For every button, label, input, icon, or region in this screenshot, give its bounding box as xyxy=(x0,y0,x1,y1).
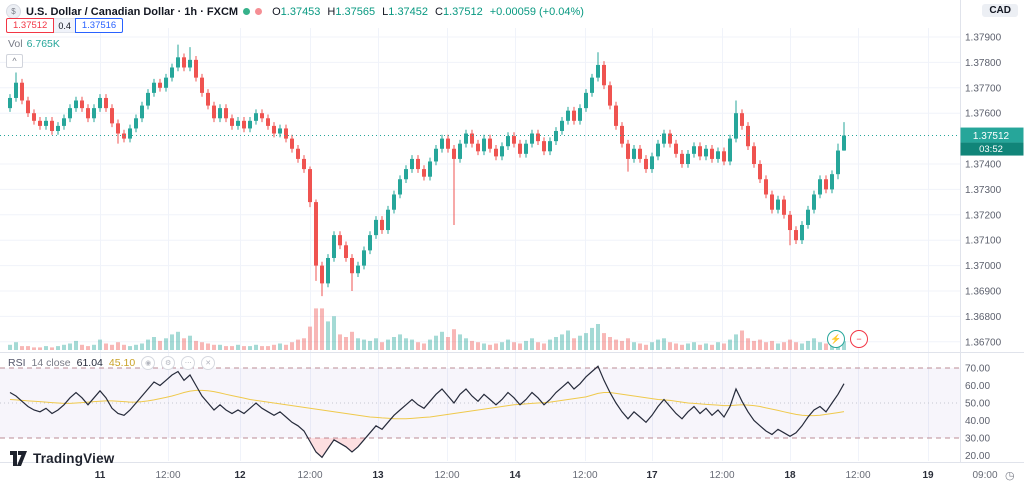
sell-button[interactable]: 1.37512 xyxy=(6,18,55,33)
svg-text:12:00: 12:00 xyxy=(709,470,734,481)
ohlc-values: O 1.37453 H 1.37565 L 1.37452 C 1.37512 +0.0… xyxy=(272,6,584,18)
close-icon[interactable]: ✕ xyxy=(201,356,216,370)
svg-text:12:00: 12:00 xyxy=(434,470,459,481)
svg-text:13: 13 xyxy=(372,470,384,481)
close-label: C xyxy=(435,5,443,18)
svg-text:30.00: 30.00 xyxy=(965,434,990,445)
svg-text:20.00: 20.00 xyxy=(965,451,990,462)
more-icon[interactable]: ⋯ xyxy=(181,356,196,370)
trade-buttons: 1.37512 0.4 1.37516 xyxy=(6,18,124,33)
rsi-value: 61.04 xyxy=(76,357,103,369)
svg-text:1.37800: 1.37800 xyxy=(965,58,1002,69)
collapse-legend-button[interactable]: ^ xyxy=(6,54,23,68)
svg-text:1.37700: 1.37700 xyxy=(965,83,1002,94)
svg-text:1.36900: 1.36900 xyxy=(965,287,1002,298)
svg-text:50.00: 50.00 xyxy=(965,399,990,410)
svg-text:12:00: 12:00 xyxy=(155,470,180,481)
svg-text:1.37600: 1.37600 xyxy=(965,109,1002,120)
svg-text:1.37200: 1.37200 xyxy=(965,210,1002,221)
svg-text:12:00: 12:00 xyxy=(845,470,870,481)
volume-value: 6.765K xyxy=(26,38,60,50)
svg-text:17: 17 xyxy=(646,470,658,481)
market-status-green-icon xyxy=(243,8,251,15)
candles-layer xyxy=(0,44,960,297)
volume-layer xyxy=(8,308,846,350)
tradingview-logo-text: TradingView xyxy=(33,451,115,466)
close-value: 1.37512 xyxy=(442,5,483,18)
svg-text:12:00: 12:00 xyxy=(572,470,597,481)
svg-text:14: 14 xyxy=(509,470,521,481)
stop-icon[interactable]: − xyxy=(850,330,868,348)
svg-text:70.00: 70.00 xyxy=(965,364,990,375)
svg-text:1.37000: 1.37000 xyxy=(965,261,1002,272)
gear-icon[interactable]: ⚙ xyxy=(161,356,176,370)
rsi-params: 14 close xyxy=(31,357,71,369)
quote-currency-badge[interactable]: CAD xyxy=(982,4,1018,17)
svg-text:1.36800: 1.36800 xyxy=(965,312,1002,323)
tradingview-logo[interactable]: TradingView xyxy=(10,451,114,466)
tradingview-mark-icon xyxy=(10,451,27,466)
svg-text:1.37400: 1.37400 xyxy=(965,160,1002,171)
time-axis: 11 12:00 12 12:00 13 12:00 14 12:00 17 12:00 18 12:… xyxy=(95,470,998,481)
open-value: 1.37453 xyxy=(280,5,321,18)
low-label: L xyxy=(382,5,389,18)
symbol-icon: $ xyxy=(6,4,21,19)
svg-text:12:00: 12:00 xyxy=(297,470,322,481)
svg-text:03:52: 03:52 xyxy=(979,144,1003,155)
svg-text:1.36700: 1.36700 xyxy=(965,337,1002,348)
svg-text:1.37900: 1.37900 xyxy=(965,33,1002,44)
chart-legend: $ U.S. Dollar / Canadian Dollar · 1h · F… xyxy=(6,4,584,19)
lightning-icon[interactable]: ⚡ xyxy=(827,330,845,348)
rsi-legend: RSI 14 close 61.04 45.10 ◉ ⚙ ⋯ ✕ xyxy=(8,356,216,370)
chevron-up-icon: ^ xyxy=(12,55,17,66)
volume-label: Vol xyxy=(8,38,23,50)
open-label: O xyxy=(272,5,281,18)
svg-text:60.00: 60.00 xyxy=(965,381,990,392)
high-value: 1.37565 xyxy=(335,5,376,18)
change-value: +0.00059 (+0.04%) xyxy=(489,5,584,18)
svg-text:09:00: 09:00 xyxy=(972,470,997,481)
rsi-layer xyxy=(0,365,960,459)
chart-event-icons: ⚡ − xyxy=(827,330,868,348)
grid-layer xyxy=(0,28,986,461)
low-value: 1.37452 xyxy=(388,5,429,18)
svg-text:1.37512: 1.37512 xyxy=(973,131,1010,142)
market-status-red-icon xyxy=(255,8,263,15)
svg-text:40.00: 40.00 xyxy=(965,416,990,427)
symbol-title[interactable]: U.S. Dollar / Canadian Dollar · 1h · FXC… xyxy=(26,5,239,18)
rsi-ma-value: 45.10 xyxy=(108,357,136,369)
svg-text:12: 12 xyxy=(234,470,246,481)
spread-value: 0.4 xyxy=(54,18,75,33)
rsi-indicator-title[interactable]: RSI xyxy=(8,357,26,369)
volume-legend: Vol 6.765K xyxy=(8,38,60,50)
svg-text:19: 19 xyxy=(922,470,934,481)
clock-icon[interactable]: ◷ xyxy=(1005,470,1015,482)
svg-text:1.37100: 1.37100 xyxy=(965,236,1002,247)
svg-text:18: 18 xyxy=(784,470,796,481)
high-label: H xyxy=(327,5,336,18)
eye-icon[interactable]: ◉ xyxy=(141,356,156,370)
svg-text:11: 11 xyxy=(95,470,106,481)
buy-button[interactable]: 1.37516 xyxy=(74,18,124,33)
svg-text:1.37300: 1.37300 xyxy=(965,185,1002,196)
